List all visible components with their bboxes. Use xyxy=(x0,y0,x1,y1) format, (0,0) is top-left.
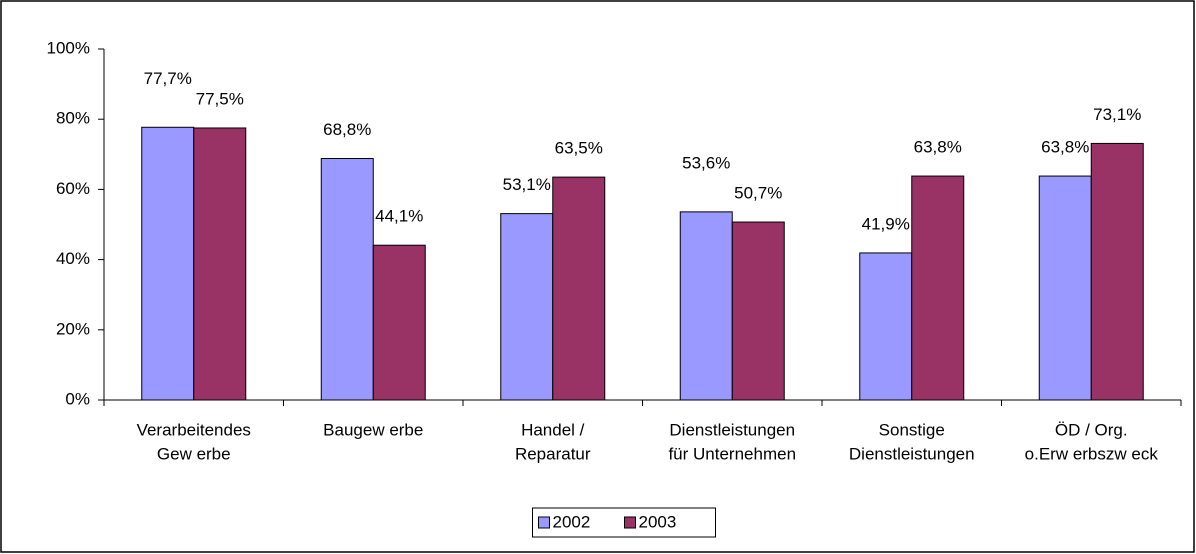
data-label: 44,1% xyxy=(375,207,423,226)
bar xyxy=(552,176,606,401)
x-tick-label: für Unternehmen xyxy=(668,444,796,463)
data-label: 77,7% xyxy=(144,69,192,88)
y-tick-label: 20% xyxy=(56,319,90,338)
legend-label: 2003 xyxy=(639,512,677,531)
x-tick-label: Gew erbe xyxy=(157,444,231,463)
data-label: 53,1% xyxy=(503,175,551,194)
x-tick-label: Baugew erbe xyxy=(323,420,423,439)
bar xyxy=(1038,175,1092,401)
x-tick-label: Reparatur xyxy=(515,444,591,463)
bar xyxy=(679,211,733,401)
x-tick-label: Verarbeitendes xyxy=(137,420,251,439)
data-label: 73,1% xyxy=(1093,105,1141,124)
bar xyxy=(500,213,554,401)
y-tick-label: 60% xyxy=(56,179,90,198)
bar xyxy=(372,244,426,401)
data-label: 50,7% xyxy=(734,184,782,203)
x-tick-label: ÖD / Org. xyxy=(1055,420,1128,439)
legend-swatch xyxy=(538,516,550,529)
data-label: 77,5% xyxy=(196,89,244,108)
x-tick-label: o.Erw erbszw eck xyxy=(1025,444,1159,463)
bar xyxy=(193,127,247,401)
bar xyxy=(859,252,913,401)
x-tick-label: Sonstige xyxy=(879,420,945,439)
data-label: 63,8% xyxy=(1041,138,1089,157)
x-tick-label: Dienstleistungen xyxy=(849,444,975,463)
data-label: 68,8% xyxy=(323,120,371,139)
y-tick-label: 80% xyxy=(56,109,90,128)
data-label: 63,8% xyxy=(914,138,962,157)
data-label: 63,5% xyxy=(555,139,603,158)
bar xyxy=(320,158,374,401)
y-tick-label: 40% xyxy=(56,249,90,268)
bar xyxy=(731,221,785,401)
legend-swatch xyxy=(624,516,636,529)
bar xyxy=(141,126,195,401)
bar xyxy=(1090,142,1144,401)
bar xyxy=(911,175,965,401)
x-tick-label: Handel / xyxy=(521,420,585,439)
legend-label: 2002 xyxy=(553,512,591,531)
y-tick-label: 100% xyxy=(47,38,90,57)
data-label: 53,6% xyxy=(682,153,730,172)
data-label: 41,9% xyxy=(862,214,910,233)
y-tick-label: 0% xyxy=(65,389,90,408)
x-tick-label: Dienstleistungen xyxy=(669,420,795,439)
